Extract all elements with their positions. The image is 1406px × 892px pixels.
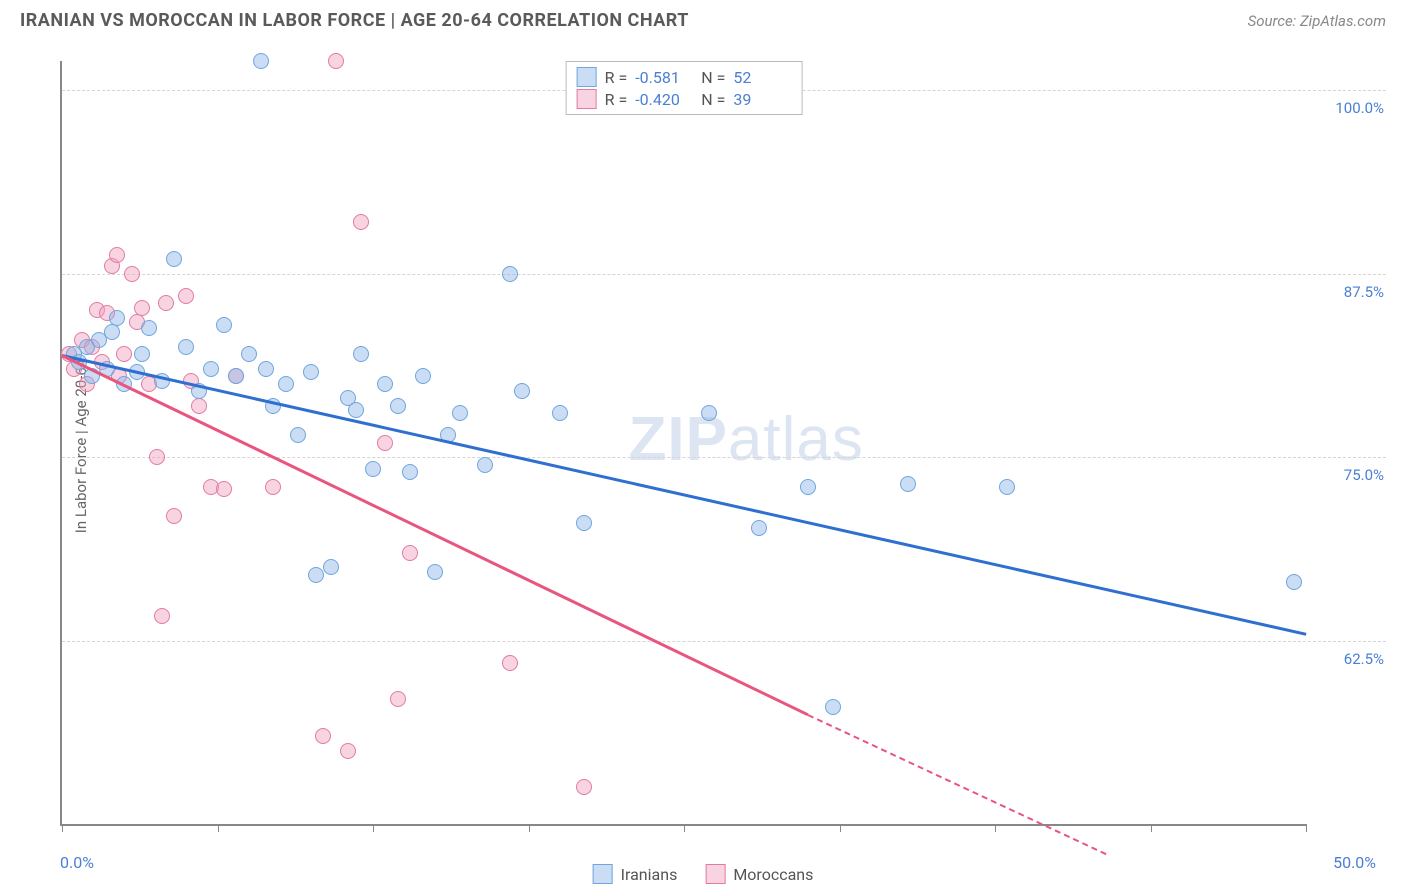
legend-label: Iranians bbox=[621, 865, 678, 884]
point-iranians bbox=[258, 361, 274, 377]
x-max-label: 50.0% bbox=[1333, 853, 1376, 872]
watermark: ZIPatlas bbox=[628, 403, 863, 474]
point-iranians bbox=[228, 368, 244, 384]
legend-label: Moroccans bbox=[733, 865, 813, 884]
point-iranians bbox=[253, 53, 269, 69]
point-iranians bbox=[377, 376, 393, 392]
y-tick-label: 100.0% bbox=[1314, 99, 1384, 117]
swatch-moroccans-icon bbox=[705, 864, 725, 884]
point-moroccans bbox=[353, 214, 369, 230]
point-iranians bbox=[415, 368, 431, 384]
point-iranians bbox=[514, 383, 530, 399]
swatch-iranians bbox=[577, 67, 597, 87]
point-iranians bbox=[999, 479, 1015, 495]
point-moroccans bbox=[116, 346, 132, 362]
point-iranians bbox=[241, 346, 257, 362]
point-moroccans bbox=[149, 449, 165, 465]
point-iranians bbox=[278, 376, 294, 392]
point-moroccans bbox=[340, 743, 356, 759]
point-iranians bbox=[216, 317, 232, 333]
y-tick-label: 62.5% bbox=[1314, 650, 1384, 668]
point-iranians bbox=[402, 464, 418, 480]
point-iranians bbox=[308, 567, 324, 583]
legend-item-iranians: Iranians bbox=[593, 864, 678, 884]
point-iranians bbox=[477, 457, 493, 473]
gridline bbox=[62, 274, 1386, 275]
plot-area: ZIPatlas R = -0.581 N = 52 R = -0.420 N … bbox=[60, 61, 1306, 826]
point-iranians bbox=[104, 324, 120, 340]
x-tick bbox=[373, 824, 374, 832]
x-tick bbox=[218, 824, 219, 832]
point-moroccans bbox=[166, 508, 182, 524]
point-moroccans bbox=[502, 655, 518, 671]
point-iranians bbox=[502, 266, 518, 282]
point-moroccans bbox=[390, 691, 406, 707]
x-tick bbox=[840, 824, 841, 832]
point-iranians bbox=[353, 346, 369, 362]
legend-item-moroccans: Moroccans bbox=[705, 864, 813, 884]
trend-line-extrapolated bbox=[808, 714, 1107, 855]
point-iranians bbox=[109, 310, 125, 326]
point-iranians bbox=[552, 405, 568, 421]
point-moroccans bbox=[124, 266, 140, 282]
point-iranians bbox=[825, 699, 841, 715]
point-iranians bbox=[323, 559, 339, 575]
point-moroccans bbox=[154, 608, 170, 624]
point-moroccans bbox=[178, 288, 194, 304]
trend-line bbox=[61, 355, 809, 717]
x-tick bbox=[529, 824, 530, 832]
point-iranians bbox=[1286, 574, 1302, 590]
source-attribution: Source: ZipAtlas.com bbox=[1248, 12, 1386, 30]
point-moroccans bbox=[315, 728, 331, 744]
point-iranians bbox=[390, 398, 406, 414]
point-moroccans bbox=[377, 435, 393, 451]
x-tick bbox=[1306, 824, 1307, 832]
point-iranians bbox=[166, 251, 182, 267]
correlation-legend: R = -0.581 N = 52 R = -0.420 N = 39 bbox=[566, 61, 803, 115]
swatch-moroccans bbox=[577, 89, 597, 109]
point-iranians bbox=[365, 461, 381, 477]
point-iranians bbox=[134, 346, 150, 362]
point-moroccans bbox=[265, 479, 281, 495]
point-moroccans bbox=[191, 398, 207, 414]
y-tick-label: 75.0% bbox=[1314, 466, 1384, 484]
point-iranians bbox=[900, 476, 916, 492]
point-iranians bbox=[751, 520, 767, 536]
x-tick bbox=[62, 824, 63, 832]
point-iranians bbox=[576, 515, 592, 531]
point-iranians bbox=[348, 402, 364, 418]
point-moroccans bbox=[158, 295, 174, 311]
legend-row-iranians: R = -0.581 N = 52 bbox=[577, 66, 792, 88]
point-iranians bbox=[203, 361, 219, 377]
point-moroccans bbox=[109, 247, 125, 263]
point-moroccans bbox=[402, 545, 418, 561]
x-tick bbox=[684, 824, 685, 832]
point-iranians bbox=[303, 364, 319, 380]
legend-row-moroccans: R = -0.420 N = 39 bbox=[577, 88, 792, 110]
point-iranians bbox=[701, 405, 717, 421]
point-iranians bbox=[290, 427, 306, 443]
trend-line bbox=[62, 354, 1307, 636]
point-iranians bbox=[800, 479, 816, 495]
chart-container: In Labor Force | Age 20-64 ZIPatlas R = … bbox=[20, 46, 1386, 846]
point-moroccans bbox=[134, 300, 150, 316]
point-moroccans bbox=[328, 53, 344, 69]
point-iranians bbox=[141, 320, 157, 336]
y-tick-label: 87.5% bbox=[1314, 283, 1384, 301]
gridline bbox=[62, 457, 1386, 458]
point-iranians bbox=[178, 339, 194, 355]
point-moroccans bbox=[216, 481, 232, 497]
chart-title: IRANIAN VS MOROCCAN IN LABOR FORCE | AGE… bbox=[20, 10, 689, 31]
point-iranians bbox=[452, 405, 468, 421]
point-iranians bbox=[427, 564, 443, 580]
x-tick bbox=[995, 824, 996, 832]
swatch-iranians-icon bbox=[593, 864, 613, 884]
gridline bbox=[62, 641, 1386, 642]
x-tick bbox=[1151, 824, 1152, 832]
x-min-label: 0.0% bbox=[60, 853, 94, 872]
point-moroccans bbox=[576, 779, 592, 795]
series-legend: Iranians Moroccans bbox=[593, 864, 814, 884]
